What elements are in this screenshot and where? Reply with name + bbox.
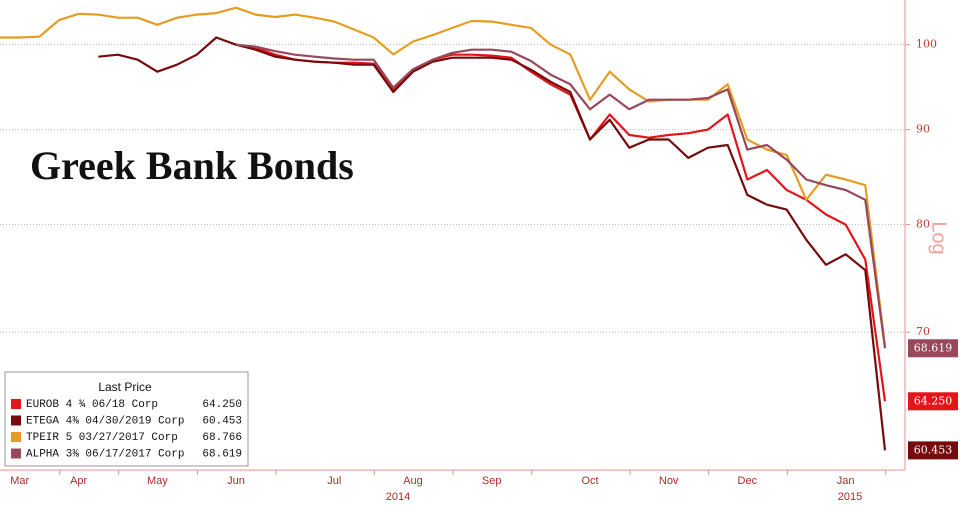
- year-label: 2014: [386, 491, 410, 503]
- end-tag: [908, 392, 958, 411]
- legend-value: 64.250: [202, 399, 242, 411]
- legend-value: 68.619: [202, 448, 242, 460]
- legend: Last Price: [4, 371, 249, 467]
- legend-box: [4, 371, 249, 467]
- x-tick-label: Jan: [837, 475, 855, 487]
- x-tick-label: Nov: [659, 475, 679, 487]
- y-tick-label: 70: [916, 325, 930, 338]
- x-tick-label: Apr: [70, 475, 87, 487]
- grid: [0, 44, 905, 333]
- legend-title: Last Price: [98, 380, 152, 394]
- x-tick-label: Mar: [10, 475, 29, 487]
- year-label: 2015: [838, 491, 862, 503]
- legend-label: ALPHA 3⅜ 06/17/2017 Corp: [26, 448, 184, 460]
- legend-swatch: [11, 448, 21, 459]
- x-tick-label: Jul: [327, 475, 341, 487]
- x-tick-label: Dec: [738, 475, 758, 487]
- series-line: [235, 43, 887, 349]
- legend-swatch: [11, 432, 21, 442]
- y-tick-label: 90: [916, 123, 930, 136]
- series-line: [98, 36, 887, 451]
- legend-value: 60.453: [202, 415, 242, 427]
- y-axis-label: Log: [928, 221, 950, 254]
- legend-value: 68.766: [202, 432, 242, 444]
- end-tag-label: 68.619: [914, 341, 953, 354]
- x-tick-label: Aug: [403, 475, 423, 487]
- x-tick-label: Sep: [482, 475, 502, 487]
- end-tag: [908, 441, 958, 460]
- legend-label: EUROB 4 ¾ 06/18 Corp: [26, 399, 158, 411]
- end-tag: [908, 339, 958, 358]
- legend-swatch: [11, 399, 21, 409]
- end-tag-label: 60.453: [914, 443, 953, 456]
- x-tick-label: Jun: [227, 475, 245, 487]
- legend-label: TPEIR 5 03/27/2017 Corp: [26, 432, 178, 444]
- series-line: [0, 6, 887, 347]
- y-tick-label: 80: [916, 218, 930, 231]
- x-tick-label: Oct: [581, 475, 598, 487]
- legend-label: ETEGA 4⅜ 04/30/2019 Corp: [26, 415, 184, 427]
- chart-title: Greek Bank Bonds: [30, 143, 354, 188]
- y-tick-label: 100: [916, 38, 937, 51]
- x-tick-label: May: [147, 475, 168, 487]
- legend-swatch: [11, 415, 21, 426]
- end-tag-label: 64.250: [914, 394, 953, 407]
- lines: [0, 6, 887, 451]
